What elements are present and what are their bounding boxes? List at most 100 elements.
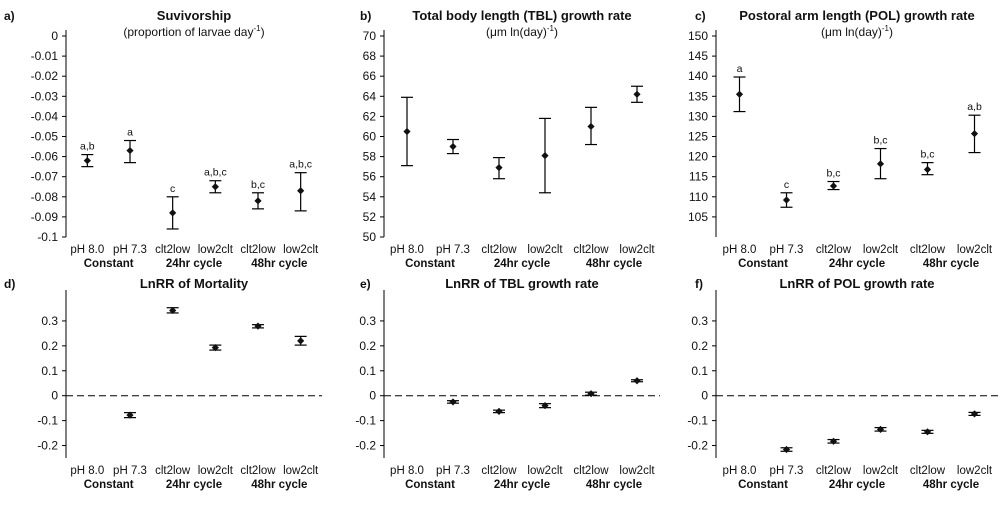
y-tick-label: 130 <box>688 109 708 123</box>
data-point-marker <box>254 197 262 205</box>
x-category-label: clt2low <box>155 465 191 477</box>
x-category-label: low2clt <box>283 244 319 256</box>
x-category-label: low2clt <box>527 465 563 477</box>
data-point-marker <box>923 428 932 436</box>
chart-title: Total body length (TBL) growth rate <box>412 8 631 23</box>
chart-title: Postoral arm length (POL) growth rate <box>739 8 974 23</box>
x-category-label: clt2low <box>481 465 517 477</box>
y-tick-label: 140 <box>688 69 708 83</box>
x-category-label: pH 7.3 <box>113 465 147 477</box>
y-tick-label: 58 <box>363 150 377 164</box>
y-tick-label: 0.3 <box>691 314 708 328</box>
panel-letter: f) <box>695 277 703 291</box>
y-tick-label: 145 <box>688 49 708 63</box>
x-group-label: Constant <box>738 479 788 491</box>
x-category-label: clt2low <box>816 465 852 477</box>
panel-letter: d) <box>4 277 15 291</box>
x-category-label: pH 8.0 <box>70 465 104 477</box>
y-tick-label: 0.2 <box>691 339 708 353</box>
x-group-label: Constant <box>738 258 788 270</box>
chart-subtitle: (μm ln(day)-1) <box>486 24 558 39</box>
data-point-marker <box>782 445 791 454</box>
chart-panel-d: d) LnRR of Mortality 0.3 0.2 0.1 0 -0.1 -0.2 pH … <box>4 276 322 491</box>
significance-label: b,c <box>873 135 887 147</box>
x-category-label: low2clt <box>957 465 993 477</box>
chart-panel-c: c) Postoral arm length (POL) growth rate(… <box>688 8 993 270</box>
x-category-label: low2clt <box>283 465 319 477</box>
data-point-marker <box>970 410 979 418</box>
y-tick-label: -0.07 <box>31 170 59 184</box>
data-point-marker <box>587 122 595 131</box>
y-tick-label: 56 <box>363 170 377 184</box>
data-point-marker <box>169 209 177 217</box>
significance-label: a,b,c <box>204 167 227 179</box>
significance-label: a,b <box>80 141 95 153</box>
data-point-marker <box>735 90 744 98</box>
x-category-label: pH 7.3 <box>113 244 147 256</box>
data-point-marker <box>169 306 177 315</box>
x-category-label: clt2low <box>240 465 276 477</box>
data-point-marker <box>633 90 641 98</box>
y-tick-label: 52 <box>363 210 377 224</box>
data-point-marker <box>449 142 457 151</box>
y-tick-label: 0 <box>701 389 708 403</box>
y-tick-label: 54 <box>363 190 377 204</box>
x-category-label: pH 8.0 <box>723 244 757 256</box>
x-category-label: low2clt <box>198 244 234 256</box>
x-category-label: clt2low <box>816 244 852 256</box>
significance-label: b,c <box>920 149 934 161</box>
y-tick-label: 135 <box>688 89 708 103</box>
y-tick-label: -0.1 <box>355 414 376 428</box>
x-group-label: 48hr cycle <box>923 479 979 491</box>
x-category-label: clt2low <box>573 244 609 256</box>
y-tick-label: 68 <box>363 49 377 63</box>
chart-subtitle: (μm ln(day)-1) <box>821 24 893 39</box>
y-tick-label: 0.3 <box>359 314 376 328</box>
data-point-marker <box>587 390 595 398</box>
x-category-label: low2clt <box>619 465 655 477</box>
y-tick-label: 0.3 <box>41 314 58 328</box>
data-point-marker <box>403 127 411 136</box>
significance-label: b,c <box>251 179 265 191</box>
x-group-label: 48hr cycle <box>923 258 979 270</box>
y-tick-label: -0.1 <box>687 414 708 428</box>
x-category-label: low2clt <box>863 244 899 256</box>
data-point-marker <box>633 377 641 385</box>
chart-panel-f: f) LnRR of POL growth rate 0.3 0.2 0.1 0 -0.1 -… <box>687 276 998 491</box>
y-tick-label: 0 <box>51 389 58 403</box>
y-tick-label: 120 <box>688 150 708 164</box>
significance-label: a <box>127 127 133 139</box>
x-category-label: clt2low <box>910 244 946 256</box>
panel-letter: e) <box>360 277 371 291</box>
significance-label: c <box>784 179 789 191</box>
data-point-marker <box>495 164 503 172</box>
x-group-label: Constant <box>405 258 455 270</box>
data-point-marker <box>541 151 549 160</box>
x-group-label: 24hr cycle <box>494 258 550 270</box>
y-tick-label: -0.1 <box>37 414 58 428</box>
chart-title: LnRR of POL growth rate <box>779 276 934 291</box>
panel-letter: c) <box>695 9 706 23</box>
data-point-marker <box>923 165 932 174</box>
x-category-label: clt2low <box>573 465 609 477</box>
y-tick-label: 0 <box>51 29 58 43</box>
x-category-label: clt2low <box>155 244 191 256</box>
data-point-marker <box>211 343 219 352</box>
y-tick-label: 0.1 <box>41 364 58 378</box>
y-tick-label: -0.2 <box>355 439 376 453</box>
x-group-label: 48hr cycle <box>586 258 642 270</box>
y-tick-label: 64 <box>363 89 377 103</box>
chart-title: LnRR of Mortality <box>140 276 249 291</box>
x-category-label: low2clt <box>863 465 899 477</box>
x-category-label: pH 7.3 <box>436 465 470 477</box>
x-group-label: Constant <box>84 258 134 270</box>
y-tick-label: 150 <box>688 29 708 43</box>
data-point-marker <box>126 411 134 419</box>
significance-label: c <box>170 183 175 195</box>
x-category-label: pH 7.3 <box>436 244 470 256</box>
y-tick-label: 62 <box>363 109 377 123</box>
data-point-marker <box>211 183 219 191</box>
x-category-label: pH 7.3 <box>770 465 804 477</box>
x-category-label: pH 8.0 <box>390 244 424 256</box>
x-group-label: 48hr cycle <box>251 258 307 270</box>
